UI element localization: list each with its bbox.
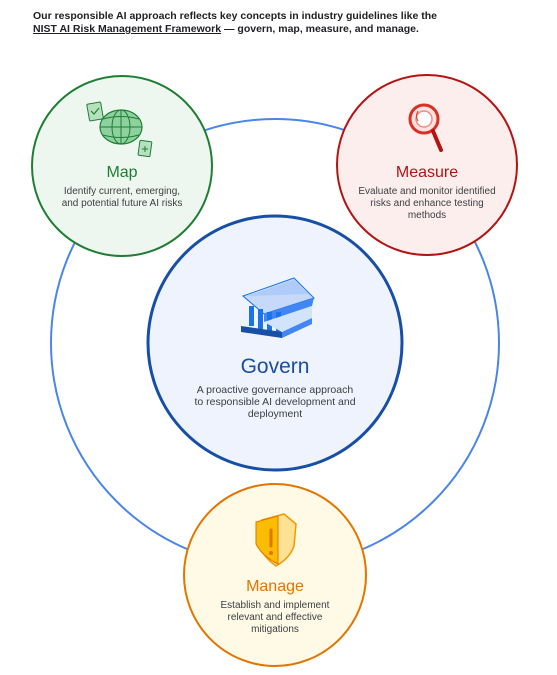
govern-description: A proactive governance approach to respo… bbox=[194, 384, 356, 420]
measure-description: Evaluate and monitor identified risks an… bbox=[358, 186, 496, 221]
manage-description: Establish and implement relevant and eff… bbox=[220, 600, 330, 635]
manage-node: Manage Establish and implement relevant … bbox=[212, 577, 338, 636]
measure-title: Measure bbox=[395, 164, 459, 181]
govern-title: Govern bbox=[240, 355, 310, 378]
measure-node: Measure Evaluate and monitor identified … bbox=[357, 163, 497, 222]
govern-node: Govern A proactive governance approach t… bbox=[192, 354, 358, 420]
intro-text: Our responsible AI approach reflects key… bbox=[33, 10, 533, 36]
shield-warning-icon bbox=[255, 513, 297, 567]
map-title: Map bbox=[106, 164, 138, 181]
manage-circle bbox=[183, 483, 367, 667]
intro-line1: Our responsible AI approach reflects key… bbox=[33, 10, 437, 22]
map-description: Identify current, emerging, and potentia… bbox=[61, 186, 183, 209]
magnifier-icon bbox=[408, 103, 443, 152]
govern-circle bbox=[146, 214, 404, 472]
institution-icon bbox=[241, 277, 315, 338]
map-node: Map Identify current, emerging, and pote… bbox=[57, 163, 187, 210]
measure-circle bbox=[336, 74, 518, 256]
map-circle bbox=[31, 75, 213, 257]
manage-title: Manage bbox=[246, 578, 304, 595]
nist-framework-link[interactable]: NIST AI Risk Management Framework bbox=[33, 23, 222, 35]
globe-icon bbox=[86, 101, 153, 158]
intro-line2: — govern, map, measure, and manage. bbox=[221, 23, 419, 35]
